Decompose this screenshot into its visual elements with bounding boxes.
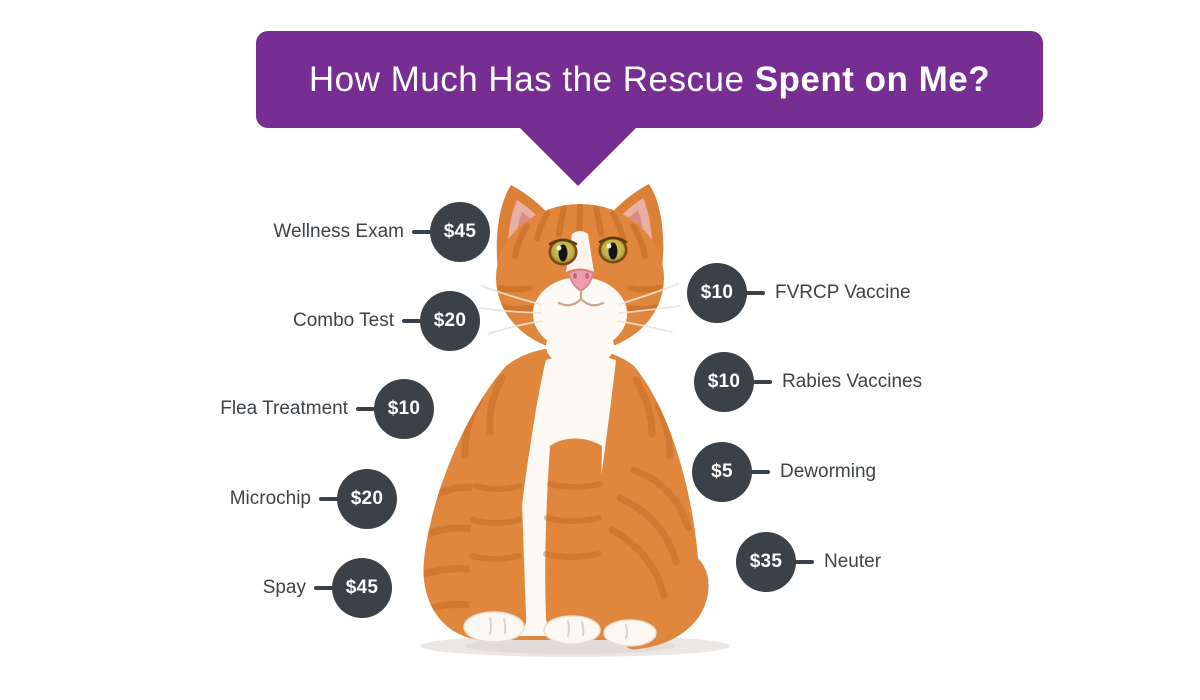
callout-label: Flea Treatment	[220, 398, 348, 419]
cost-badge: $45	[430, 202, 490, 262]
connector-line	[794, 560, 814, 564]
callout-label: Neuter	[824, 551, 882, 572]
cost-badge: $45	[332, 558, 392, 618]
connector-line	[412, 230, 432, 234]
callout-label: Combo Test	[292, 310, 394, 331]
cost-badge: $10	[694, 352, 754, 412]
callout-label: Deworming	[780, 461, 877, 482]
cost-badge: $10	[687, 263, 747, 323]
cost-badge: $20	[420, 291, 480, 351]
cost-badge: $5	[692, 442, 752, 502]
connector-line	[752, 380, 772, 384]
callout-deworming: $5 Deworming	[692, 442, 876, 502]
callout-label: Spay	[262, 577, 306, 598]
cost-badge: $35	[736, 532, 796, 592]
speech-bubble-pointer	[518, 126, 638, 186]
cost-badge: $20	[337, 469, 397, 529]
callout-label: Rabies Vaccines	[782, 371, 923, 392]
callout-microchip: Microchip $20	[230, 469, 397, 529]
callout-flea-treatment: Flea Treatment $10	[220, 379, 434, 439]
callout-label: Wellness Exam	[273, 221, 404, 242]
title-bubble: How Much Has the Rescue Spent on Me?	[256, 31, 1043, 128]
connector-line	[745, 291, 765, 295]
connector-line	[319, 497, 339, 501]
title-regular: How Much Has the Rescue	[308, 59, 745, 99]
callout-label: FVRCP Vaccine	[775, 282, 911, 303]
page-title: How Much Has the Rescue Spent on Me?	[309, 60, 990, 100]
callout-wellness-exam: Wellness Exam $45	[273, 202, 490, 262]
callout-rabies-vaccines: $10 Rabies Vaccines	[694, 352, 922, 412]
connector-line	[402, 319, 422, 323]
connector-line	[314, 586, 334, 590]
cat-illustration	[420, 184, 730, 657]
cat-eyes	[548, 236, 628, 266]
callout-label: Microchip	[229, 488, 311, 509]
callout-spay: Spay $45	[263, 558, 392, 618]
callout-fvrcp-vaccine: $10 FVRCP Vaccine	[687, 263, 911, 323]
callout-neuter: $35 Neuter	[736, 532, 881, 592]
connector-line	[356, 407, 376, 411]
callout-combo-test: Combo Test $20	[293, 291, 480, 351]
cost-badge: $10	[374, 379, 434, 439]
title-bold: Spent on Me?	[754, 59, 991, 99]
connector-line	[750, 470, 770, 474]
